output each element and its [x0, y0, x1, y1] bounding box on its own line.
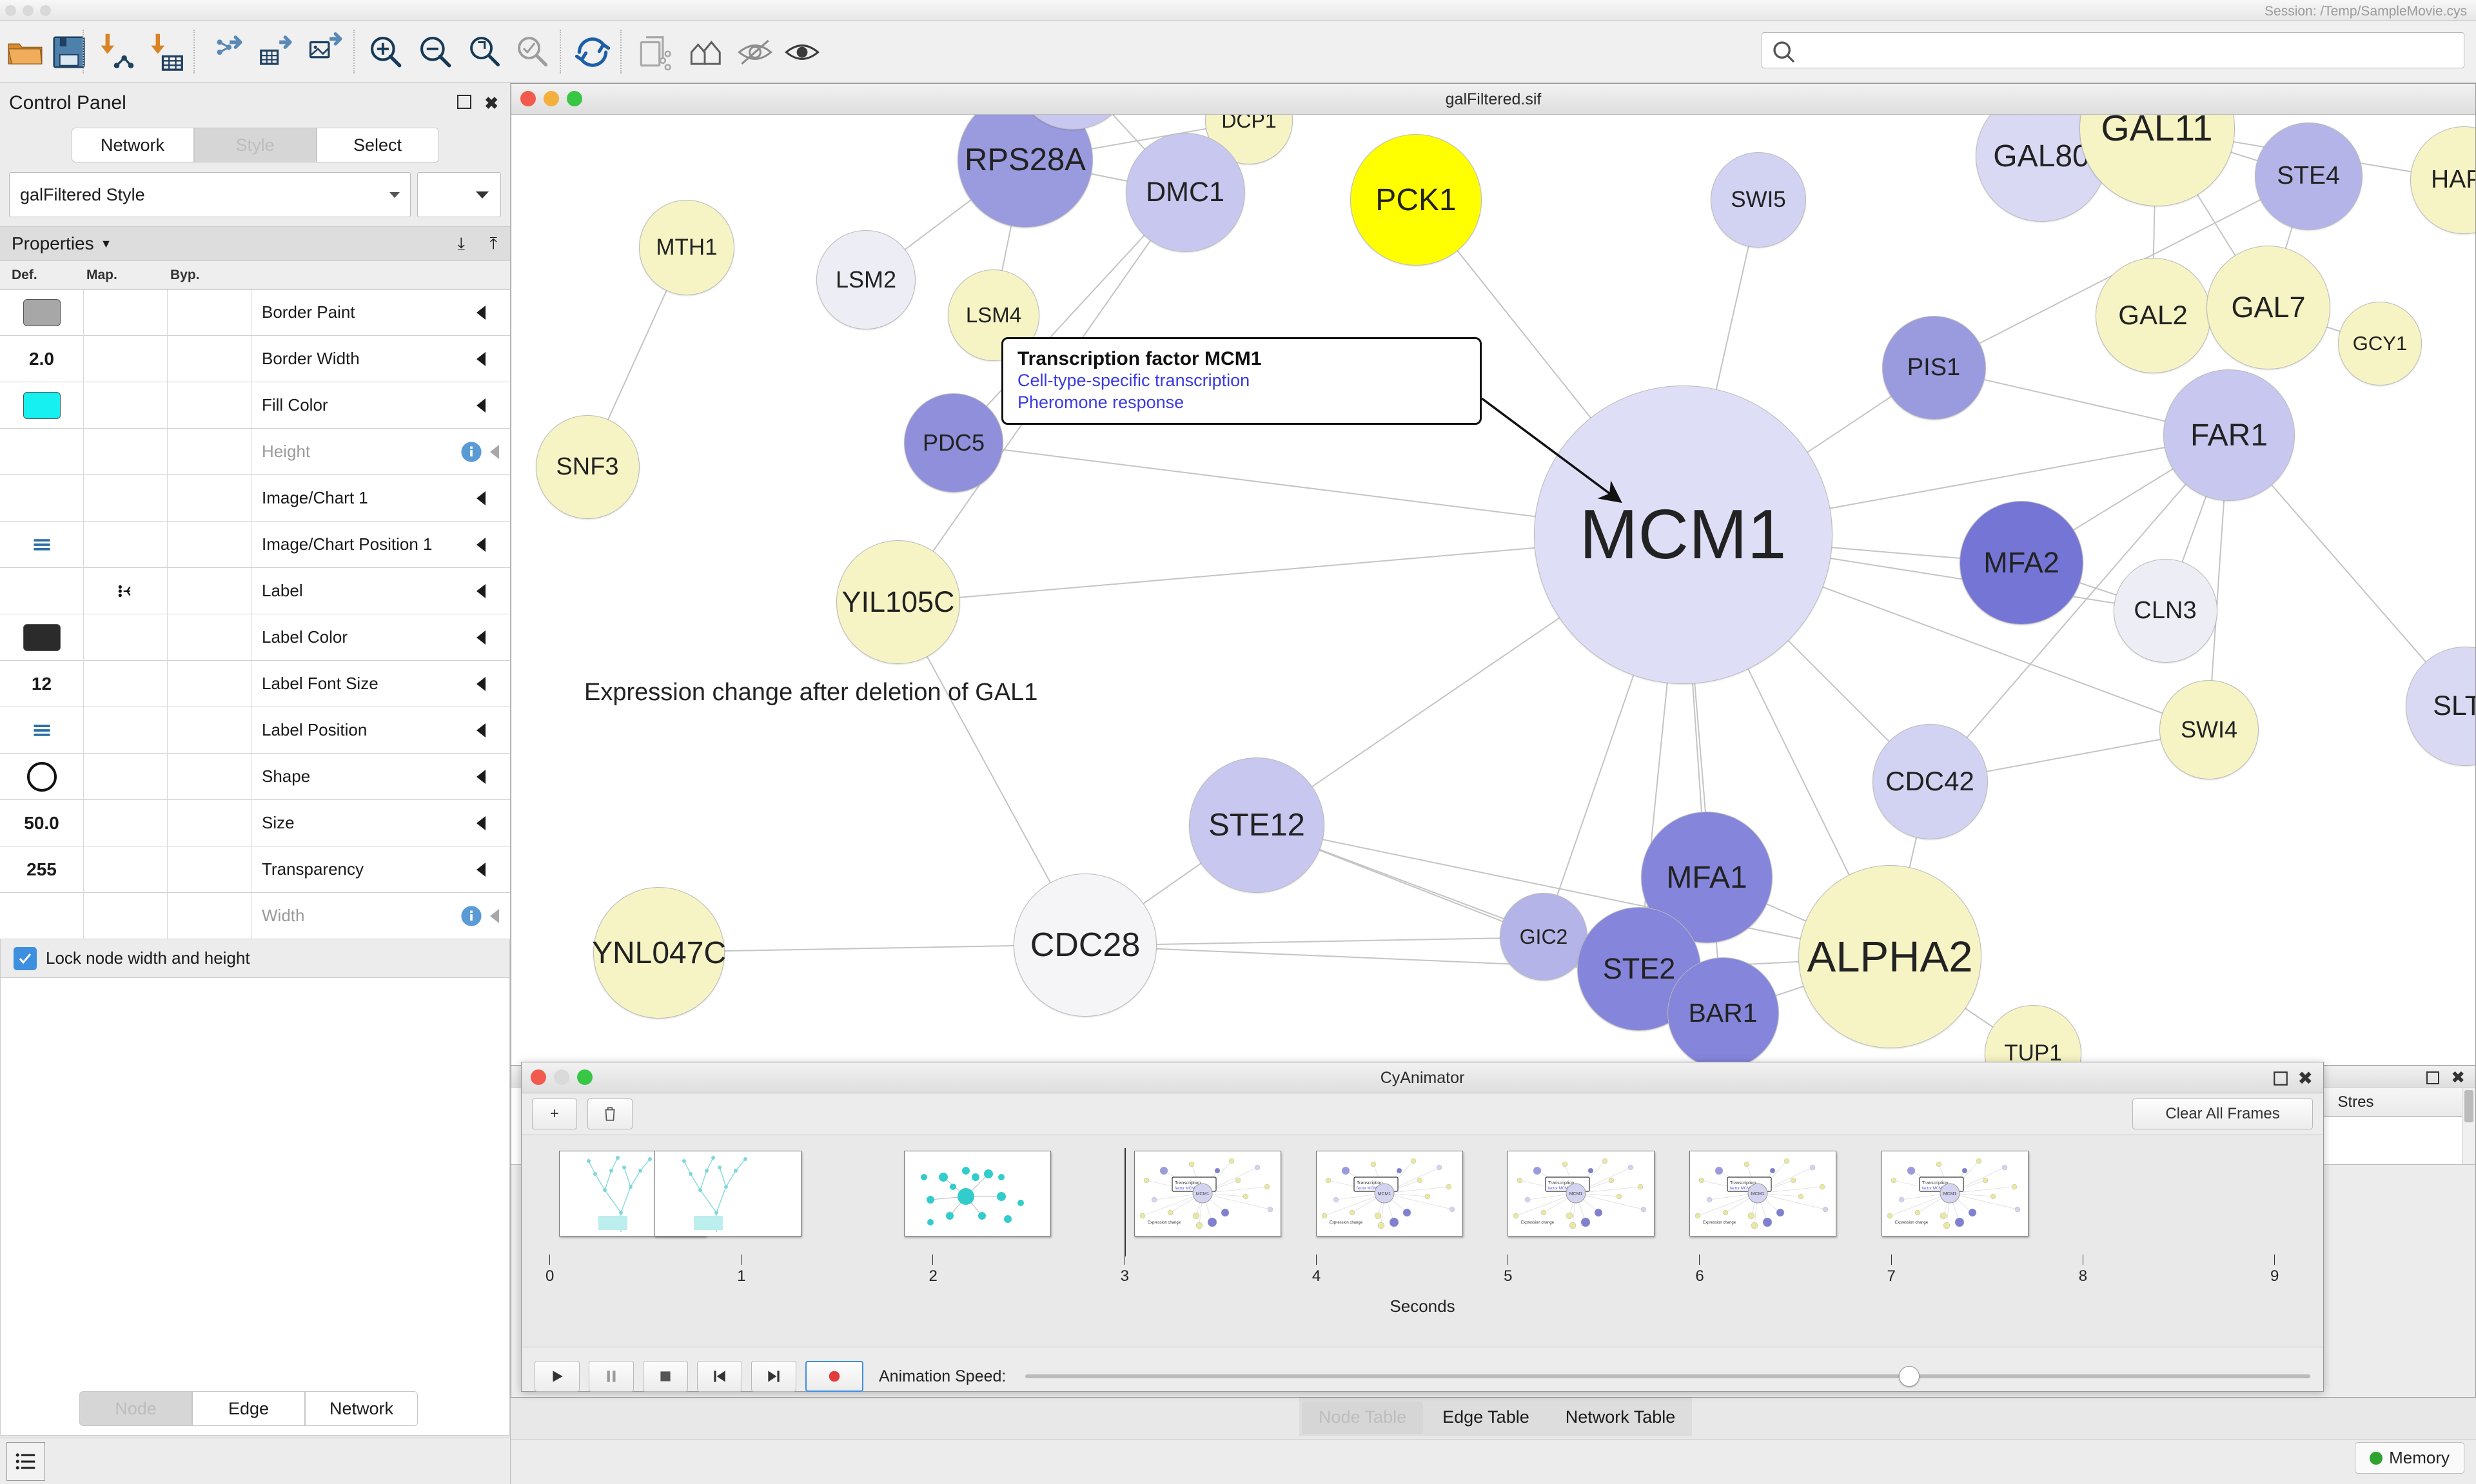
svg-text:MCM1: MCM1 — [1569, 1192, 1583, 1196]
svg-text:Expression change: Expression change — [1330, 1221, 1363, 1225]
svg-text:MCM1: MCM1 — [1943, 1192, 1956, 1196]
svg-text:Transcription: Transcription — [1175, 1181, 1201, 1186]
svg-text:Transcription: Transcription — [1548, 1181, 1574, 1186]
svg-text:Expression change: Expression change — [1521, 1221, 1555, 1225]
svg-text:Transcription: Transcription — [1730, 1181, 1756, 1186]
svg-text:MCM1: MCM1 — [1751, 1192, 1765, 1196]
svg-text:Expression change: Expression change — [1148, 1221, 1181, 1225]
svg-text:MCM1: MCM1 — [1195, 1192, 1209, 1196]
svg-text:MCM1: MCM1 — [1378, 1192, 1391, 1196]
svg-text:Expression change: Expression change — [1703, 1221, 1736, 1225]
svg-text:Transcription: Transcription — [1357, 1181, 1382, 1186]
svg-text:Transcription: Transcription — [1922, 1181, 1948, 1186]
svg-text:Expression change: Expression change — [1895, 1221, 1929, 1225]
